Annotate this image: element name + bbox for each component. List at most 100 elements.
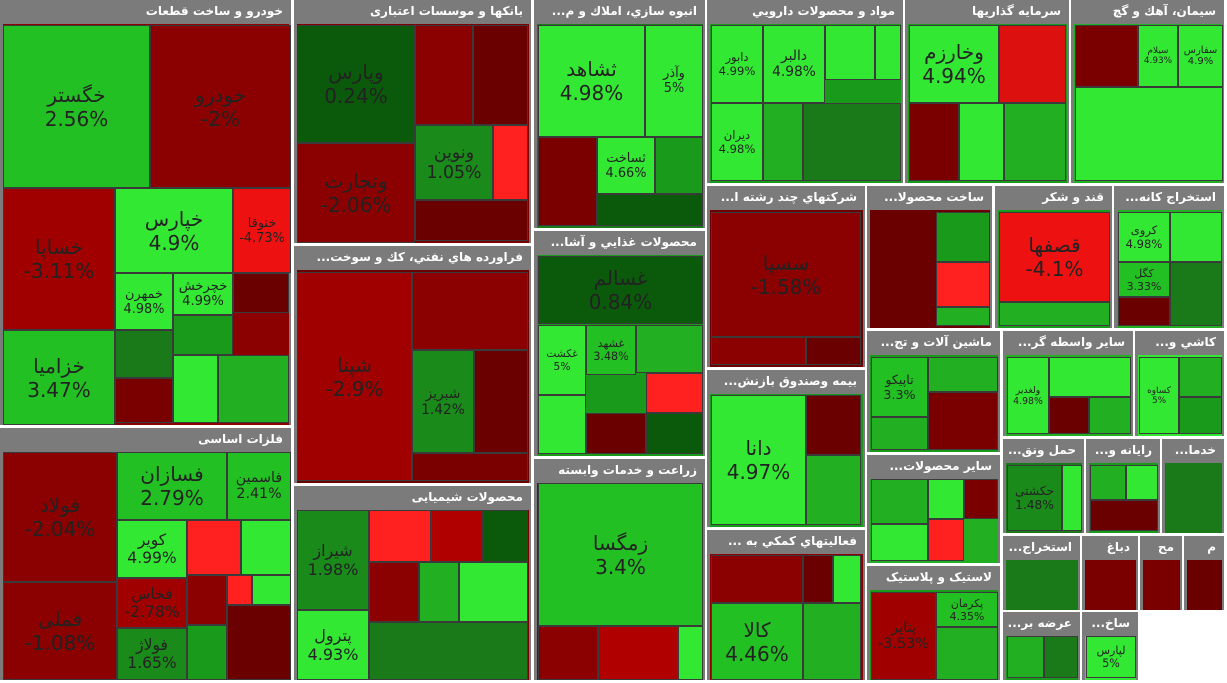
small-tile — [803, 103, 901, 181]
stock-name: غشهد — [597, 337, 625, 350]
sector-title: فعاليتهاي كمكي به ... — [728, 534, 857, 548]
stock-tile: خپارس 4.9% — [115, 188, 233, 273]
small-tile — [1007, 636, 1044, 678]
stock-name: شپنا — [337, 352, 372, 377]
small-tile — [412, 453, 528, 481]
stock-tile: ختوقا -4.73% — [233, 188, 291, 273]
stock-change: 4.97% — [726, 460, 791, 484]
stock-tile: فولاژ 1.65% — [117, 628, 187, 680]
sector-title: مح — [1157, 540, 1174, 554]
sector-title: استخراج... — [1008, 540, 1072, 554]
stock-tile: پکرمان 4.35% — [936, 592, 998, 627]
small-tile — [431, 510, 483, 562]
sector-title: مواد و محصولات دارويي — [752, 4, 895, 18]
stock-tile: دالبر 4.98% — [763, 25, 825, 103]
stock-tile: خزامیا 3.47% — [3, 330, 115, 425]
small-tile — [1049, 397, 1089, 434]
small-tile — [227, 605, 291, 680]
small-tile — [227, 575, 252, 605]
stock-tile: غشهد 3.48% — [586, 325, 636, 375]
sector-title: ساخت محصولا... — [884, 190, 984, 204]
stock-tile: خساپا -3.11% — [3, 188, 115, 330]
sector: قند و شکر قصفها -4.1% — [995, 186, 1112, 328]
stock-change: 4.66% — [605, 165, 647, 181]
stock-tile: ثساخت 4.66% — [597, 137, 655, 194]
stock-name: ونوین — [433, 142, 475, 163]
stock-tile: شپنا -2.9% — [297, 272, 412, 481]
stock-tile: وآذر 5% — [645, 25, 703, 137]
small-tile — [415, 25, 473, 125]
stock-change: 4.93% — [307, 645, 359, 664]
sector-title: محصولات شیمیایی — [411, 490, 523, 504]
stock-name: وآذر — [663, 66, 685, 81]
stock-change: -1.08% — [24, 631, 96, 655]
stock-name: وخارزم — [924, 40, 984, 64]
sector: ساخت محصولا... — [867, 186, 992, 328]
small-tile — [474, 350, 528, 453]
stock-tile: قصفها -4.1% — [999, 212, 1110, 302]
sector: بیمه وصندوق بازنش... دانا 4.97% — [707, 370, 865, 527]
stock-change: 1.05% — [426, 162, 482, 183]
stock-change: 4.9% — [1187, 56, 1214, 67]
stock-tile: غسالم 0.84% — [538, 256, 703, 324]
stock-tile: سسپا -1.58% — [711, 212, 861, 337]
sector-title: قند و شکر — [1042, 190, 1104, 204]
stock-name: ثساخت — [606, 150, 646, 166]
small-tile — [655, 137, 703, 194]
stock-change: 4.35% — [949, 609, 985, 623]
stock-name: حکشتی — [1014, 484, 1055, 498]
sector-body — [1165, 463, 1222, 533]
stock-change: 1.98% — [307, 560, 359, 579]
small-tile — [763, 103, 803, 181]
small-tile — [825, 25, 875, 80]
stock-tile: ثشاهد 4.98% — [538, 25, 645, 137]
small-tile — [875, 25, 901, 80]
stock-name: فملی — [37, 607, 83, 631]
small-tile — [538, 137, 597, 226]
small-tile — [1179, 397, 1222, 434]
stock-change: 4.98% — [559, 81, 624, 105]
stock-tile: زمگسا 3.4% — [538, 483, 703, 626]
stock-name: دانا — [745, 436, 772, 460]
sector-title: خودرو و ساخت قطعات — [145, 4, 283, 18]
stock-name: فولاد — [39, 493, 81, 517]
small-tile — [473, 25, 528, 125]
small-tile — [538, 395, 586, 454]
sector: رايانه و... — [1086, 439, 1160, 533]
stock-name: ختوقا — [247, 215, 277, 231]
stock-tile: خمهرن 4.98% — [115, 273, 173, 330]
sector-title: انبوه سازي، املاك و م... — [551, 4, 697, 18]
stock-change: 2.41% — [236, 486, 282, 502]
stock-name: دابور — [725, 50, 749, 64]
stock-tile: لپارس 5% — [1086, 636, 1136, 678]
small-tile — [586, 413, 646, 454]
small-tile — [833, 555, 861, 603]
small-tile — [187, 625, 227, 680]
sector-title: م — [1207, 540, 1216, 554]
stock-tile: ونوین 1.05% — [415, 125, 493, 200]
sector: محصولات شیمیایی شیراز 1.98% پترول 4.93% — [294, 486, 531, 680]
stock-tile: تاپیکو 3.3% — [871, 357, 928, 417]
small-tile — [646, 373, 703, 413]
sector: کاشي و... کساوه 5% — [1135, 331, 1224, 436]
sector: محصولات غذايي و آشا... غسالم 0.84% غشهد 3.48… — [534, 231, 705, 456]
small-tile — [173, 315, 233, 355]
stock-name: زمگسا — [592, 530, 649, 555]
stock-name: کساوه — [1147, 385, 1171, 396]
sector: ساير واسطه گر... ولغدیر 4.98% — [1003, 331, 1133, 436]
stock-change: 4.9% — [148, 230, 200, 255]
stock-name: خگستر — [47, 82, 106, 107]
sector-title: بیمه وصندوق بازنش... — [723, 374, 857, 388]
stock-tile: غکشت 5% — [538, 325, 586, 395]
stock-change: -1.58% — [750, 274, 822, 299]
sector-title: دباغ — [1106, 540, 1130, 554]
sector-title: ساخ... — [1091, 616, 1130, 630]
small-tile — [999, 302, 1110, 326]
small-tile — [806, 337, 861, 365]
sector: ساير محصولات... — [867, 455, 1000, 563]
stock-name: سسپا — [762, 250, 810, 275]
sector-title: محصولات غذايي و آشا... — [550, 235, 697, 249]
small-tile — [803, 603, 861, 680]
stock-change: 4.98% — [772, 64, 816, 80]
stock-name: فخاس — [131, 585, 173, 603]
